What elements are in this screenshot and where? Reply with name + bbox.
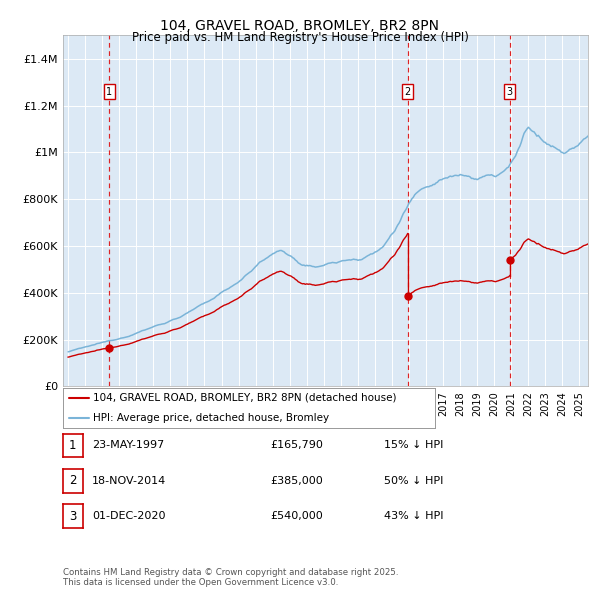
Text: 2: 2 — [69, 474, 77, 487]
Text: 50% ↓ HPI: 50% ↓ HPI — [384, 476, 443, 486]
Text: HPI: Average price, detached house, Bromley: HPI: Average price, detached house, Brom… — [93, 413, 329, 422]
Text: 15% ↓ HPI: 15% ↓ HPI — [384, 441, 443, 450]
Text: £385,000: £385,000 — [270, 476, 323, 486]
Text: Contains HM Land Registry data © Crown copyright and database right 2025.
This d: Contains HM Land Registry data © Crown c… — [63, 568, 398, 587]
Text: 23-MAY-1997: 23-MAY-1997 — [92, 441, 164, 450]
Text: 18-NOV-2014: 18-NOV-2014 — [92, 476, 166, 486]
Text: 104, GRAVEL ROAD, BROMLEY, BR2 8PN (detached house): 104, GRAVEL ROAD, BROMLEY, BR2 8PN (deta… — [93, 393, 396, 402]
Text: 3: 3 — [507, 87, 513, 97]
Text: 3: 3 — [69, 510, 77, 523]
Text: Price paid vs. HM Land Registry's House Price Index (HPI): Price paid vs. HM Land Registry's House … — [131, 31, 469, 44]
Text: 1: 1 — [69, 439, 77, 452]
Text: £165,790: £165,790 — [270, 441, 323, 450]
Text: 43% ↓ HPI: 43% ↓ HPI — [384, 512, 443, 521]
Text: 104, GRAVEL ROAD, BROMLEY, BR2 8PN: 104, GRAVEL ROAD, BROMLEY, BR2 8PN — [161, 19, 439, 33]
Text: 01-DEC-2020: 01-DEC-2020 — [92, 512, 166, 521]
Text: £540,000: £540,000 — [270, 512, 323, 521]
Text: 2: 2 — [404, 87, 411, 97]
Text: 1: 1 — [106, 87, 112, 97]
